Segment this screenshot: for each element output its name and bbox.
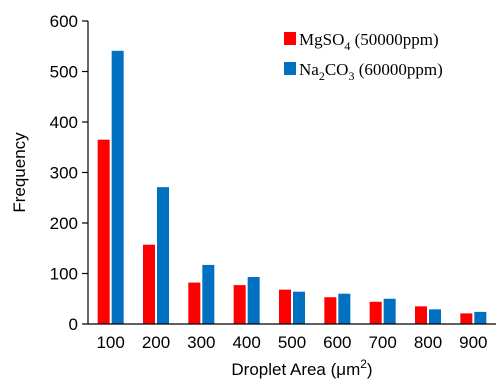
bar-series-1 xyxy=(188,282,201,324)
bar-series-1 xyxy=(97,139,110,324)
x-tick-label: 700 xyxy=(368,333,396,352)
x-tick-label: 100 xyxy=(96,333,124,352)
x-title-close: ) xyxy=(367,360,373,379)
bar-series-2 xyxy=(111,50,124,325)
legend-text-part: CO xyxy=(325,60,349,79)
bar-series-1 xyxy=(233,285,246,324)
bar-series-1 xyxy=(460,313,473,324)
legend-text-part: (50000ppm) xyxy=(350,30,438,49)
bar-series-1 xyxy=(415,306,427,324)
bar-series-2 xyxy=(383,298,396,324)
legend: MgSO4 (50000ppm) Na2CO3 (60000ppm) xyxy=(284,30,443,83)
y-ticks: 0 100 200 300 400 500 600 xyxy=(50,12,88,334)
y-tick-label: 100 xyxy=(50,265,78,284)
y-tick-label: 500 xyxy=(50,63,78,82)
y-tick-label: 0 xyxy=(69,315,78,334)
y-tick-label: 200 xyxy=(50,214,78,233)
x-ticks: 100 200 300 400 500 600 700 800 900 xyxy=(96,333,487,352)
x-tick-label: 600 xyxy=(323,333,351,352)
x-tick-label: 900 xyxy=(459,333,487,352)
bar-series-2 xyxy=(202,264,215,324)
legend-subscript: 2 xyxy=(319,69,325,83)
y-tick-label: 300 xyxy=(50,164,78,183)
y-tick-label: 400 xyxy=(50,113,78,132)
bar-series-2 xyxy=(293,291,305,324)
legend-label-2: Na2CO3 (60000ppm) xyxy=(299,60,443,83)
legend-subscript: 3 xyxy=(348,69,354,83)
bar-series-2 xyxy=(338,293,351,324)
legend-text-part: (60000ppm) xyxy=(354,60,442,79)
bar-series-1 xyxy=(279,289,291,324)
legend-label-1: MgSO4 (50000ppm) xyxy=(299,30,439,53)
y-tick-label: 600 xyxy=(50,12,78,31)
legend-subscript: 4 xyxy=(344,39,350,53)
legend-swatch-1 xyxy=(284,32,296,45)
x-title-superscript: 2 xyxy=(360,357,367,371)
bars-layer xyxy=(97,50,487,325)
bar-series-2 xyxy=(157,187,169,324)
y-axis-title: Frequency xyxy=(10,132,29,213)
bar-series-1 xyxy=(143,244,155,324)
x-title-text: Droplet Area (μm xyxy=(231,360,360,379)
bar-series-2 xyxy=(429,309,441,324)
x-tick-label: 200 xyxy=(142,333,170,352)
x-tick-label: 400 xyxy=(232,333,260,352)
legend-text-part: MgSO xyxy=(299,30,344,49)
x-tick-label: 300 xyxy=(187,333,215,352)
bar-series-2 xyxy=(474,311,487,324)
x-tick-label: 800 xyxy=(414,333,442,352)
legend-swatch-2 xyxy=(284,62,296,75)
x-axis-title: Droplet Area (μm2) xyxy=(231,357,372,379)
bar-series-1 xyxy=(324,297,337,324)
legend-text-part: Na xyxy=(299,60,319,79)
x-tick-label: 500 xyxy=(278,333,306,352)
bar-series-2 xyxy=(247,277,260,324)
bar-series-1 xyxy=(369,301,382,324)
